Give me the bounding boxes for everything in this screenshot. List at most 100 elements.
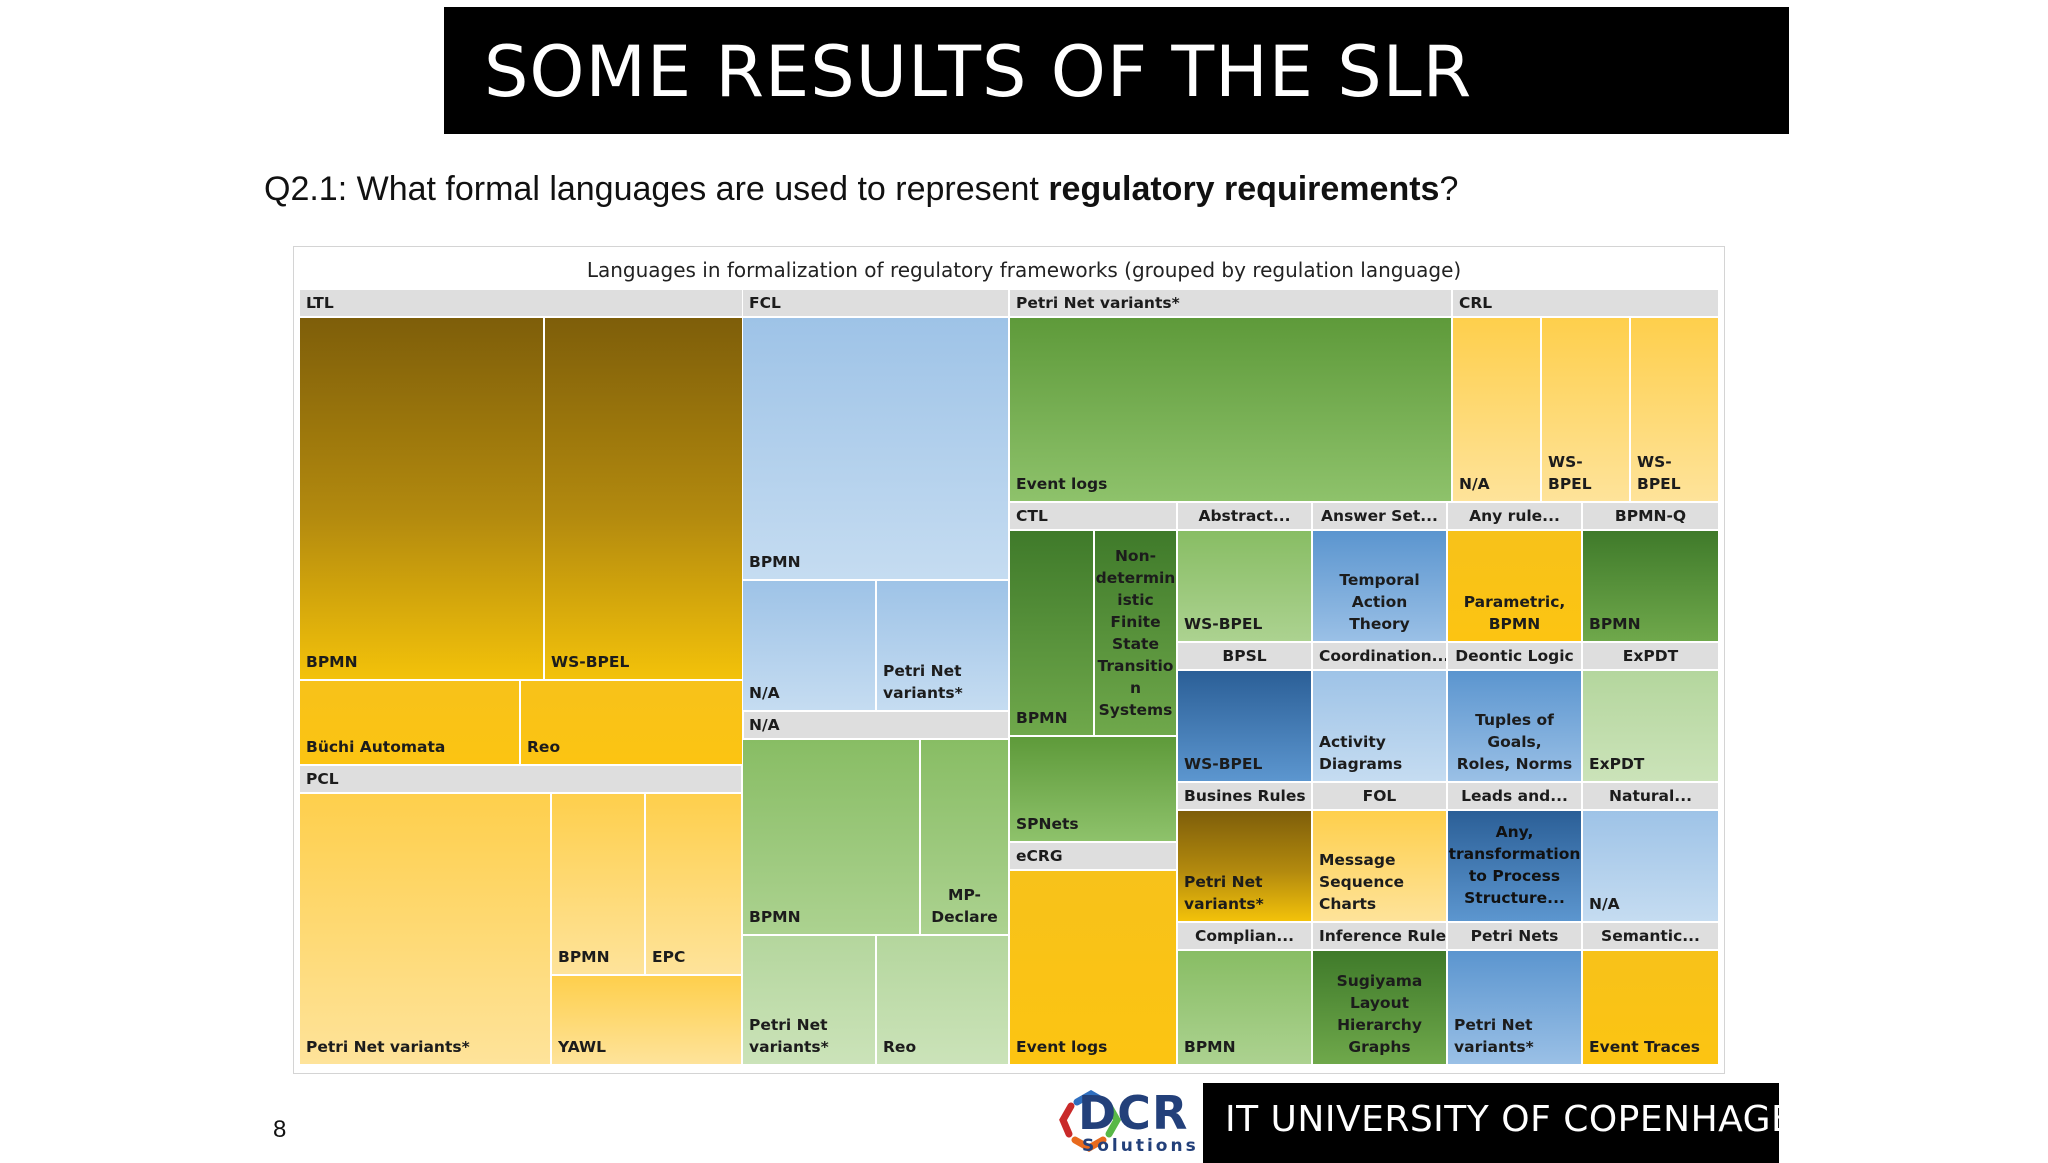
page-number: 8 xyxy=(273,1116,287,1143)
treemap-group-header: PCL xyxy=(300,766,743,794)
treemap-cell-label: BPMN xyxy=(1589,615,1641,633)
treemap-group-header: BPMN-Q xyxy=(1583,503,1720,531)
treemap-cell: YAWL xyxy=(552,976,743,1066)
dcr-logo-subtitle: Solutions xyxy=(1082,1136,1199,1156)
treemap-group-header: FCL xyxy=(743,290,1010,318)
treemap-group-header: Petri Net variants* xyxy=(1010,290,1453,318)
treemap-cell: Any, transformation to Process Structure… xyxy=(1448,811,1583,923)
treemap-cell-label: Temporal Action Theory xyxy=(1339,571,1420,633)
treemap-cell: Sugiyama Layout Hierarchy Graphs xyxy=(1313,951,1448,1066)
treemap-cell: BPMN xyxy=(1178,951,1313,1066)
treemap-cell: Petri Net variants* xyxy=(743,936,877,1066)
treemap-group-header: Semantic... xyxy=(1583,923,1720,951)
treemap-cell: BPMN xyxy=(743,740,921,936)
treemap-cell-label: Petri Net variants* xyxy=(1454,1016,1534,1056)
question-suffix: ? xyxy=(1439,170,1459,208)
treemap-group-header: CRL xyxy=(1453,290,1720,318)
treemap-group-header: Coordination... xyxy=(1313,643,1448,671)
treemap-cell: Reo xyxy=(521,681,744,766)
treemap-cell-label: Reo xyxy=(527,738,561,756)
treemap-cell-label: YAWL xyxy=(558,1038,607,1056)
treemap-cell-label: Petri Net variants* xyxy=(883,662,963,702)
treemap-group-header: CTL xyxy=(1010,503,1178,531)
treemap-group-header: N/A xyxy=(743,712,1010,740)
treemap-cell: WS-BPEL xyxy=(1178,531,1313,643)
slide-title: SOME RESULTS OF THE SLR xyxy=(484,31,1473,113)
treemap-cell-label: Non- determin istic Finite State Transit… xyxy=(1095,547,1176,719)
treemap-cell-label: Message Sequence Charts xyxy=(1319,851,1405,913)
treemap-cell: WS-BPEL xyxy=(1631,318,1720,503)
treemap-cell: Activity Diagrams xyxy=(1313,671,1448,783)
treemap-group-header: Inference Rules xyxy=(1313,923,1448,951)
treemap-cell: Petri Net variants* xyxy=(300,794,552,1066)
treemap-cell: Petri Net variants* xyxy=(1448,951,1583,1066)
treemap-group-header: eCRG xyxy=(1010,843,1178,871)
treemap-group-header: Deontic Logic xyxy=(1448,643,1583,671)
treemap-cell: Event logs xyxy=(1010,871,1178,1066)
treemap-title: Languages in formalization of regulatory… xyxy=(586,258,1462,282)
treemap-cell: ExPDT xyxy=(1583,671,1720,783)
treemap-cell: WS-BPEL xyxy=(1178,671,1313,783)
treemap-cell-label: BPMN xyxy=(306,653,358,671)
treemap-cell: N/A xyxy=(1453,318,1542,503)
treemap-group-header: Natural... xyxy=(1583,783,1720,811)
treemap-cell-label: N/A xyxy=(1589,895,1620,913)
treemap-cell: Event Traces xyxy=(1583,951,1720,1066)
treemap-cell-label: EPC xyxy=(652,948,686,966)
dcr-logo-text: DCR xyxy=(1078,1086,1189,1140)
treemap-cell: Non- determin istic Finite State Transit… xyxy=(1095,531,1178,737)
treemap-group-header: LTL xyxy=(300,290,744,318)
treemap-cell: WS-BPEL xyxy=(545,318,744,681)
dcr-logo-icon xyxy=(1059,1090,1122,1153)
treemap-cell-label: Event Traces xyxy=(1589,1038,1700,1056)
treemap-group-header: Leads and... xyxy=(1448,783,1583,811)
treemap-cell: Temporal Action Theory xyxy=(1313,531,1448,643)
treemap-cell-label: BPMN xyxy=(749,908,801,926)
treemap-cell-label: Petri Net variants* xyxy=(1184,873,1264,913)
treemap-cell: Parametric, BPMN xyxy=(1448,531,1583,643)
university-badge: IT UNIVERSITY OF COPENHAGEN xyxy=(1203,1083,1821,1163)
treemap-cell-label: WS-BPEL xyxy=(1548,453,1592,493)
treemap-cell-label: Activity Diagrams xyxy=(1319,733,1403,773)
slide-title-bar: SOME RESULTS OF THE SLR xyxy=(444,7,1789,134)
treemap-cell: WS-BPEL xyxy=(1542,318,1631,503)
treemap-cell: EPC xyxy=(646,794,743,976)
treemap-cell-label: Tuples of Goals, Roles, Norms xyxy=(1456,711,1573,773)
treemap-cell: Tuples of Goals, Roles, Norms xyxy=(1448,671,1583,783)
treemap-cell-label: Reo xyxy=(883,1038,917,1056)
research-question: Q2.1: What formal languages are used to … xyxy=(264,170,1458,209)
treemap-cell-label: WS-BPEL xyxy=(1637,453,1681,493)
treemap-cell-label: ExPDT xyxy=(1589,755,1645,773)
treemap-group-header: Any rule... xyxy=(1448,503,1583,531)
treemap-group-header: BPSL xyxy=(1178,643,1313,671)
question-prefix: Q2.1: What formal languages are used to … xyxy=(264,170,1049,208)
treemap-cell-label: WS-BPEL xyxy=(1184,755,1263,773)
treemap-cell: Petri Net variants* xyxy=(877,581,1010,712)
treemap-cell: N/A xyxy=(1583,811,1720,923)
treemap-group-header: Complian... xyxy=(1178,923,1313,951)
university-name: IT UNIVERSITY OF COPENHAGEN xyxy=(1225,1099,1822,1140)
treemap-cell-label: BPMN xyxy=(558,948,610,966)
treemap-cell-label: WS-BPEL xyxy=(551,653,630,671)
treemap-cell-label: Petri Net variants* xyxy=(749,1016,829,1056)
treemap-group-header: Petri Nets xyxy=(1448,923,1583,951)
treemap-cell: Petri Net variants* xyxy=(1178,811,1313,923)
treemap-cell-label: Event logs xyxy=(1016,475,1108,493)
treemap-group-header: ExPDT xyxy=(1583,643,1720,671)
treemap-cell-label: N/A xyxy=(749,684,780,702)
treemap-cell-label: Büchi Automata xyxy=(306,738,446,756)
treemap-cell-label: Event logs xyxy=(1016,1038,1108,1056)
treemap-cell: BPMN xyxy=(1010,531,1095,737)
treemap-cell: Büchi Automata xyxy=(300,681,521,766)
treemap-group-header: FOL xyxy=(1313,783,1448,811)
treemap-cell: BPMN xyxy=(552,794,646,976)
treemap-cell: N/A xyxy=(743,581,877,712)
treemap-cell-label: N/A xyxy=(1459,475,1490,493)
treemap-cell: Reo xyxy=(877,936,1010,1066)
question-emphasis: regulatory requirements xyxy=(1048,170,1440,208)
treemap-cell-label: Sugiyama Layout Hierarchy Graphs xyxy=(1336,972,1423,1056)
treemap-cell-label: BPMN xyxy=(1184,1038,1236,1056)
treemap-cell-label: Petri Net variants* xyxy=(306,1038,470,1056)
treemap-cell: Event logs xyxy=(1010,318,1453,503)
